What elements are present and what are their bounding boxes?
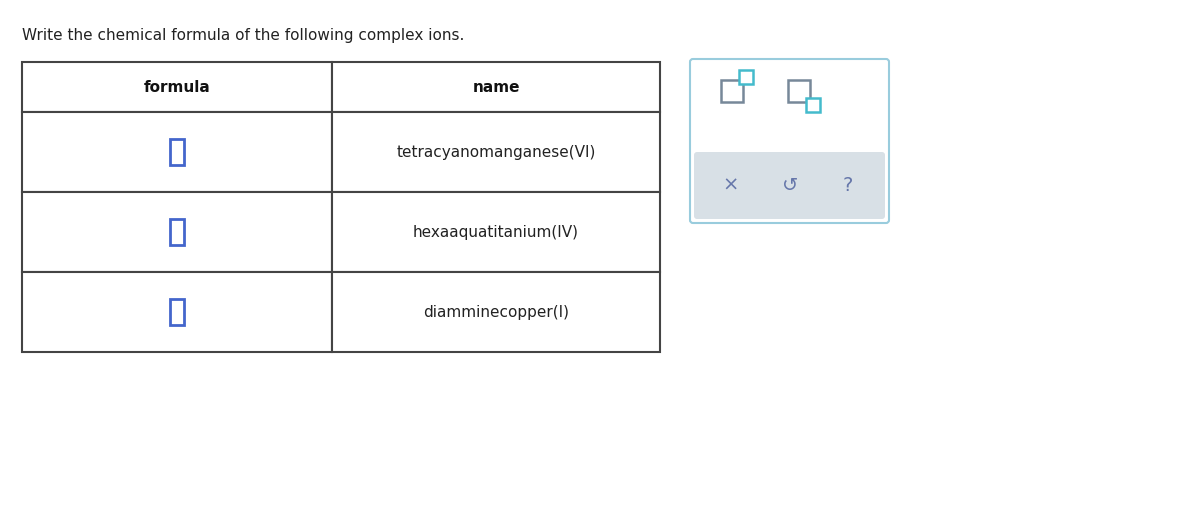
Bar xyxy=(22,272,332,352)
Text: name: name xyxy=(473,79,520,94)
Text: ?: ? xyxy=(842,176,853,195)
Bar xyxy=(170,139,184,165)
Bar xyxy=(170,299,184,325)
Bar xyxy=(788,80,810,102)
Bar xyxy=(739,70,754,84)
Bar xyxy=(332,272,660,352)
Bar xyxy=(332,192,660,272)
FancyBboxPatch shape xyxy=(690,59,889,223)
Text: diamminecopper(I): diamminecopper(I) xyxy=(424,304,569,319)
Bar xyxy=(332,62,660,112)
Text: hexaaquatitanium(IV): hexaaquatitanium(IV) xyxy=(413,224,580,240)
Bar xyxy=(332,112,660,192)
Bar xyxy=(170,219,184,245)
Text: tetracyanomanganese(VI): tetracyanomanganese(VI) xyxy=(396,145,595,160)
Bar xyxy=(721,80,743,102)
Text: ↺: ↺ xyxy=(782,176,798,195)
Text: formula: formula xyxy=(144,79,210,94)
Bar xyxy=(806,98,820,112)
Bar xyxy=(22,112,332,192)
FancyBboxPatch shape xyxy=(694,152,886,219)
Text: Write the chemical formula of the following complex ions.: Write the chemical formula of the follow… xyxy=(22,28,464,43)
Bar xyxy=(22,192,332,272)
Text: ×: × xyxy=(722,176,739,195)
Bar xyxy=(22,62,332,112)
